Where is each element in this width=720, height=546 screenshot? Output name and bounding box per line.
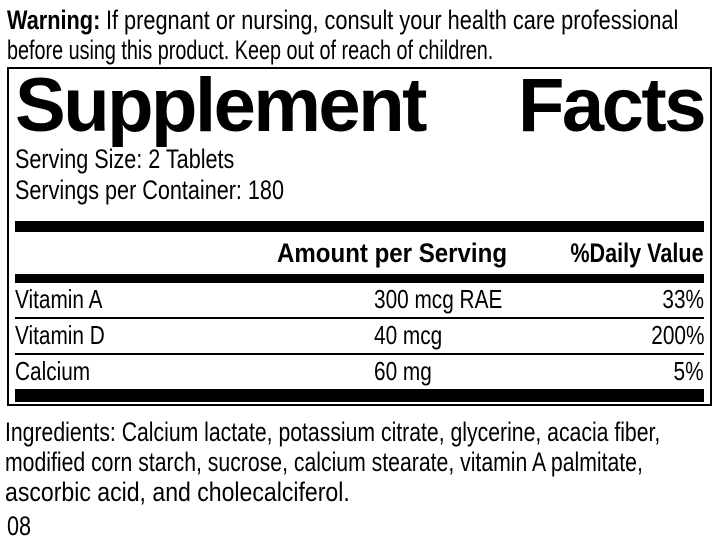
ingredients-line-2: modified corn starch, sucrose, calcium s…: [5, 447, 643, 477]
nutrient-daily-value: 200%: [650, 320, 704, 350]
nutrient-row-calcium: Calcium 60 mg 5%: [15, 355, 704, 389]
warning-line-1: Warning: If pregnant or nursing, consult …: [7, 5, 678, 35]
column-header-amount: Amount per Serving: [277, 238, 508, 268]
nutrient-name: Calcium: [15, 356, 91, 386]
separator-thick-top: [15, 221, 704, 232]
supplement-facts-panel: Supplement Facts Serving Size: 2 Tablets…: [7, 67, 712, 406]
warning-line-1-text: If pregnant or nursing, consult your hea…: [105, 5, 679, 35]
nutrient-daily-value: 33%: [662, 284, 704, 314]
nutrient-name: Vitamin A: [15, 284, 103, 314]
nutrient-amount: 40 mcg: [374, 320, 443, 350]
separator-thick-bottom: [15, 389, 704, 402]
ingredients-text: Ingredients: Calcium lactate, potassium …: [5, 417, 720, 507]
column-header-row: Amount per Serving %Daily Value: [15, 232, 704, 274]
ingredients-line-1: Ingredients: Calcium lactate, potassium …: [5, 417, 661, 447]
serving-size: Serving Size: 2 Tablets: [15, 144, 235, 174]
nutrient-row-vitamin-d: Vitamin D 40 mcg 200%: [15, 319, 704, 355]
nutrient-amount: 60 mg: [374, 356, 432, 386]
product-code: 08: [7, 511, 32, 541]
nutrient-amount: 300 mcg RAE: [374, 284, 503, 314]
nutrient-daily-value: 5%: [673, 356, 704, 386]
panel-title-word-2: Facts: [517, 63, 707, 148]
warning-text: Warning: If pregnant or nursing, consult …: [7, 5, 720, 65]
panel-title: Supplement Facts: [15, 63, 707, 148]
ingredients-line-3: ascorbic acid, and cholecalciferol.: [5, 477, 350, 507]
nutrient-row-vitamin-a: Vitamin A 300 mcg RAE 33%: [15, 283, 704, 319]
panel-title-word-1: Supplement: [15, 63, 427, 148]
nutrient-name: Vitamin D: [15, 320, 105, 350]
warning-line-2: before using this product. Keep out of r…: [7, 35, 494, 65]
separator-header: [15, 274, 704, 283]
column-header-daily-value: %Daily Value: [570, 238, 704, 268]
servings-per-container: Servings per Container: 180: [15, 175, 284, 205]
warning-label: Warning:: [7, 5, 101, 35]
